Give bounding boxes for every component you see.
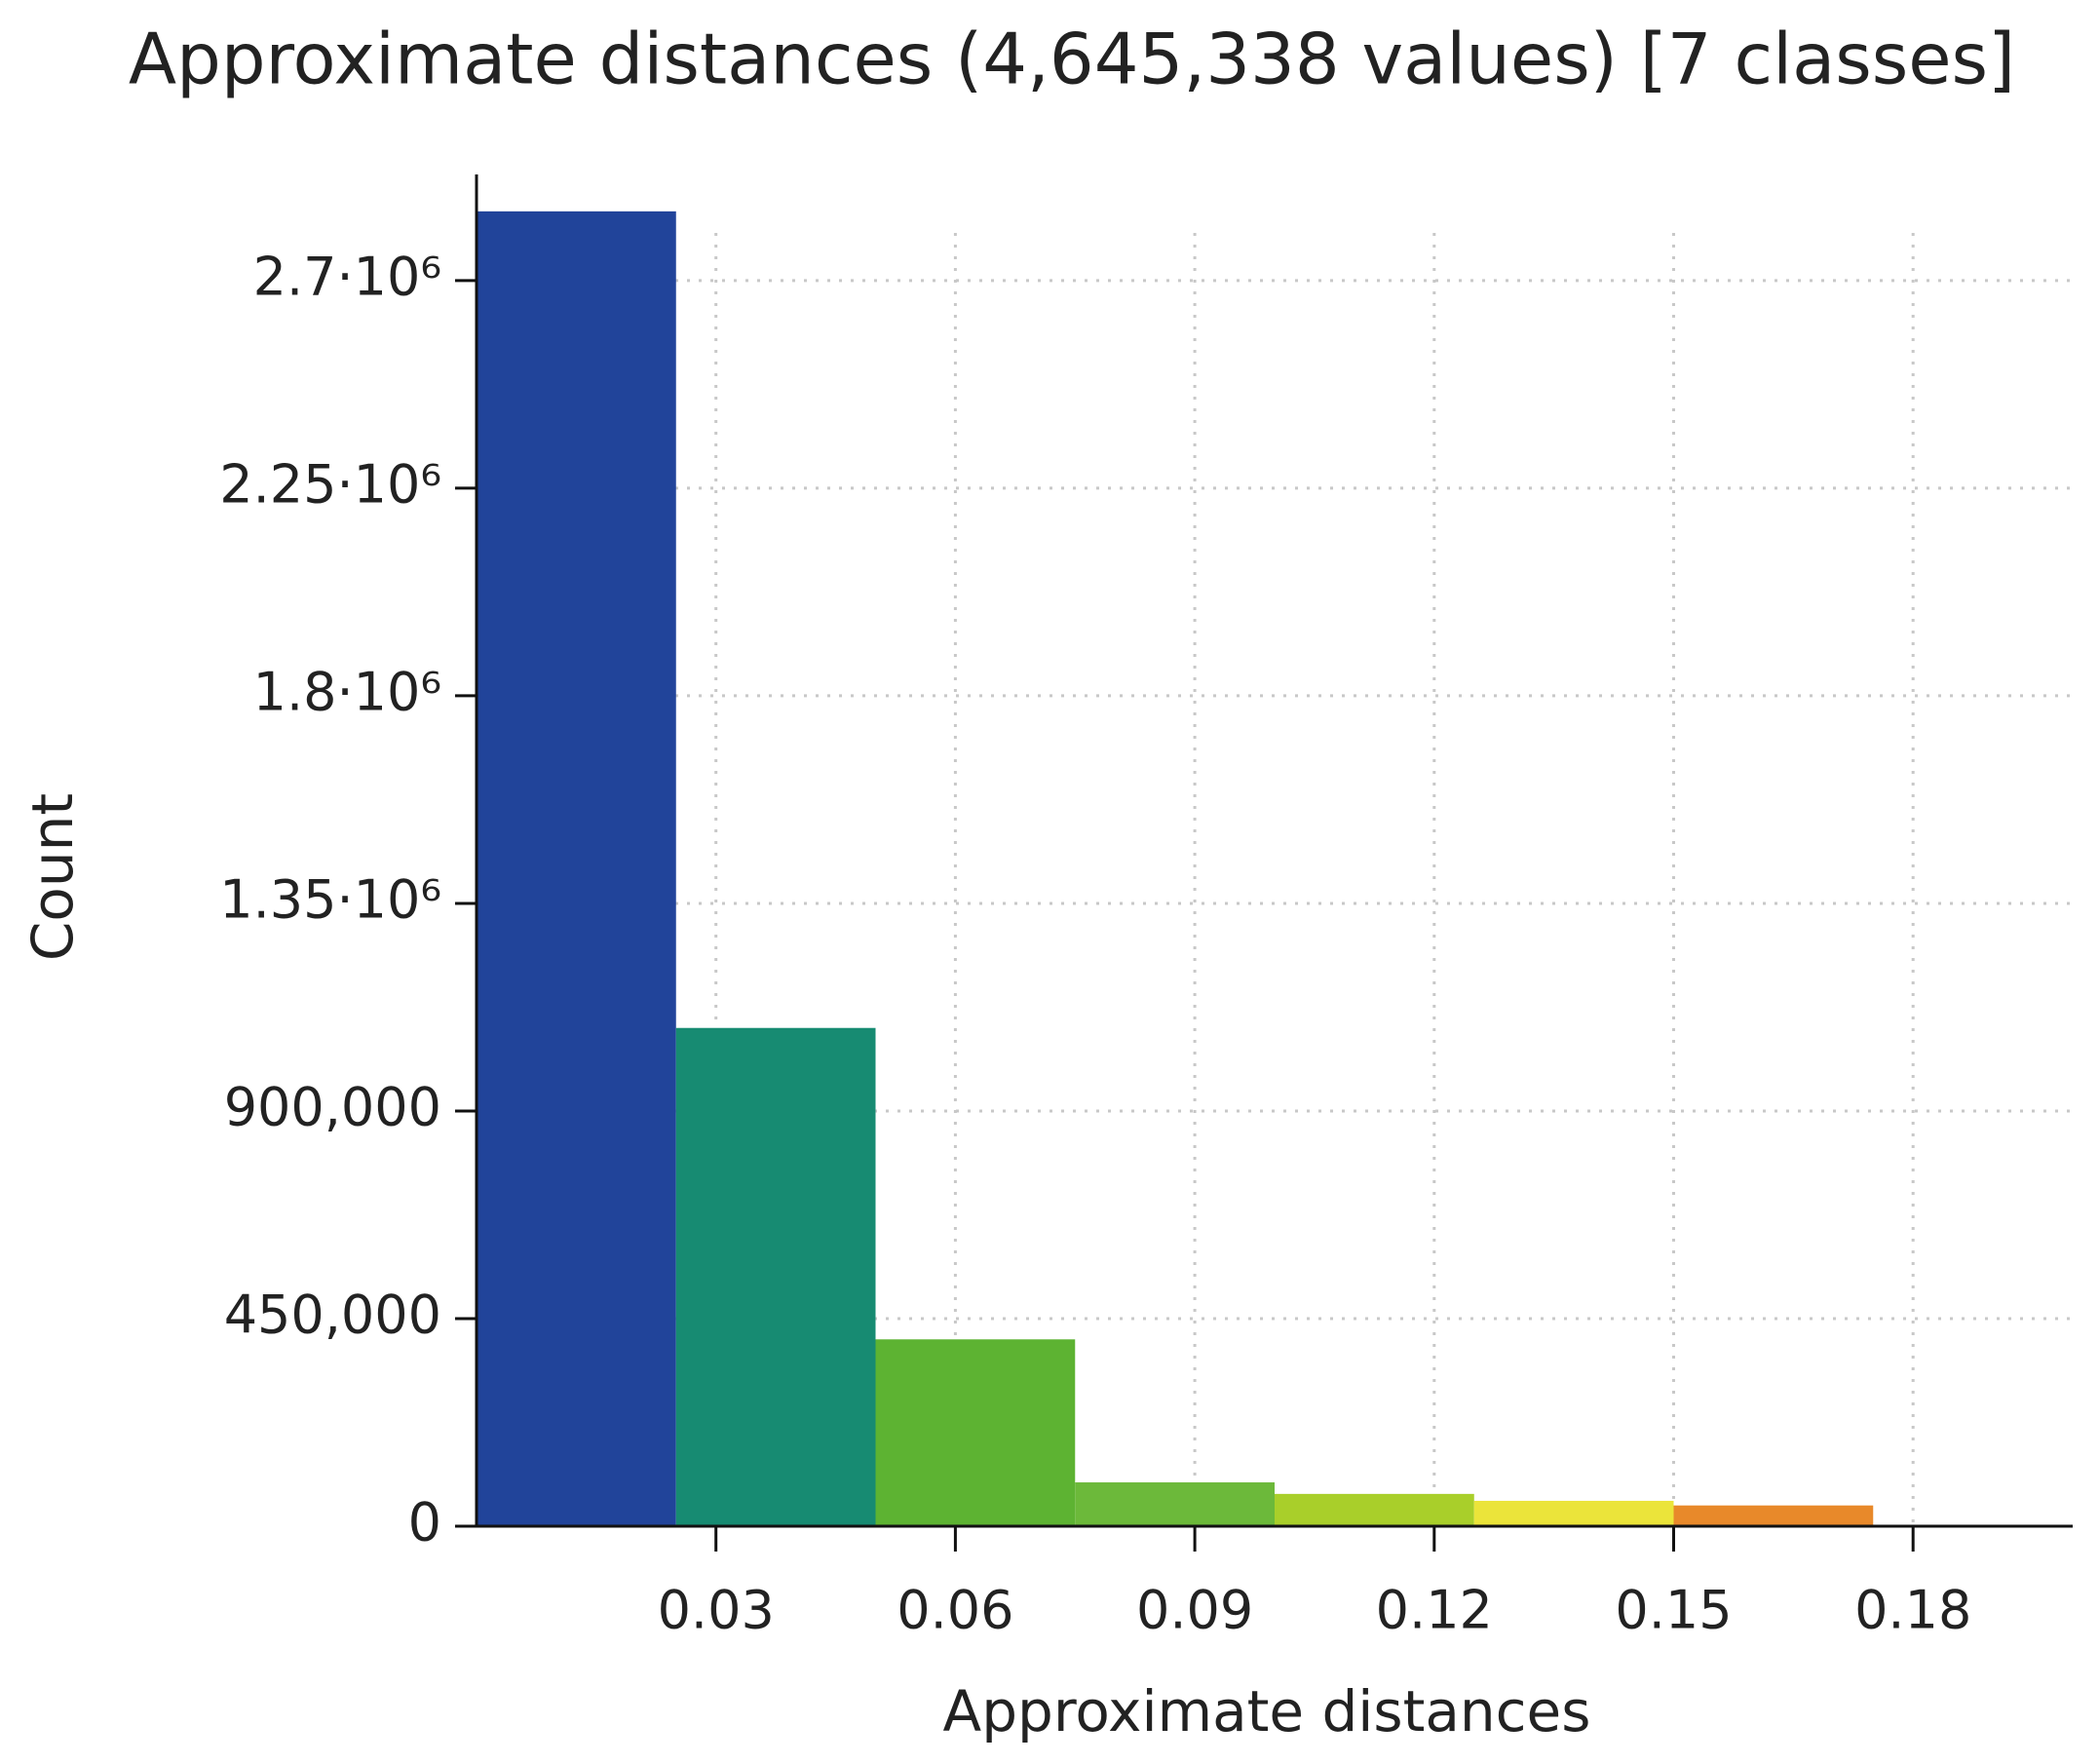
- y-tick-label: 1.8·10⁶: [253, 662, 441, 723]
- y-tick-label: 2.7·10⁶: [253, 247, 441, 308]
- bar: [675, 1027, 876, 1526]
- bar: [1075, 1482, 1275, 1526]
- x-tick-label: 0.18: [1854, 1580, 1971, 1641]
- x-axis-label: Approximate distances: [943, 1678, 1591, 1745]
- y-tick-label: 1.35·10⁶: [219, 869, 441, 931]
- bar: [875, 1339, 1076, 1526]
- y-tick-label: 900,000: [224, 1077, 441, 1138]
- y-tick-label: 2.25·10⁶: [219, 454, 441, 516]
- x-tick-label: 0.12: [1376, 1580, 1493, 1641]
- y-axis-label: Count: [19, 793, 86, 961]
- x-tick-label: 0.15: [1615, 1580, 1732, 1641]
- bar: [1275, 1493, 1474, 1526]
- bar: [1473, 1500, 1674, 1526]
- x-tick-label: 0.03: [658, 1580, 775, 1641]
- bar: [477, 211, 676, 1526]
- chart-title: Approximate distances (4,645,338 values)…: [129, 19, 2015, 100]
- bar: [1673, 1505, 1874, 1526]
- x-tick-label: 0.09: [1136, 1580, 1253, 1641]
- x-tick-label: 0.06: [897, 1580, 1013, 1641]
- y-tick-label: 450,000: [224, 1285, 441, 1346]
- y-tick-label: 0: [408, 1492, 441, 1553]
